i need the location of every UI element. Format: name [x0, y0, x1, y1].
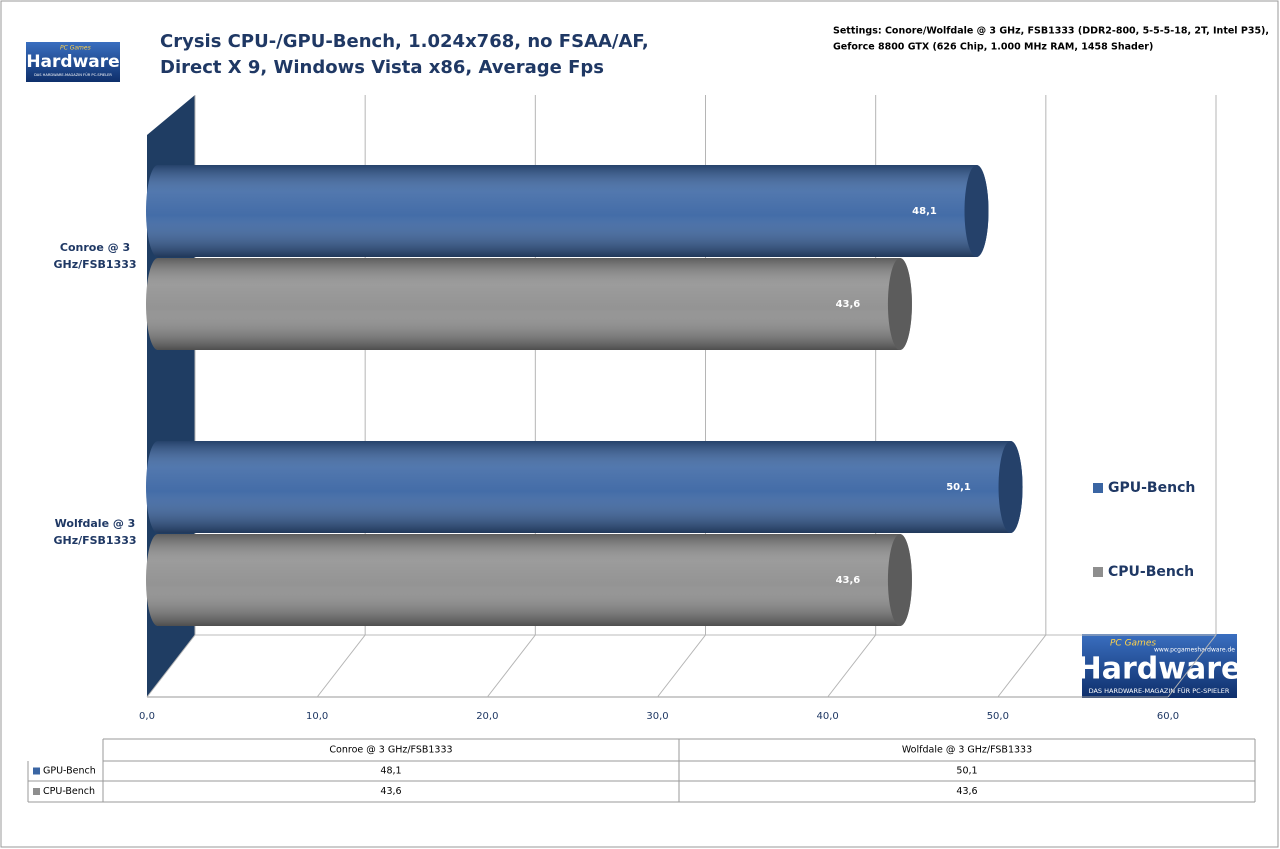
table-header: Wolfdale @ 3 GHz/FSB1333 [902, 745, 1032, 756]
grid-line [657, 634, 706, 698]
logo-bg [1082, 634, 1237, 698]
value-label: 50,1 [946, 482, 971, 493]
legend-swatch [1093, 567, 1103, 577]
logo-name: Hardware [26, 52, 119, 72]
logo-tagline: DAS HARDWARE-MAGAZIN FÜR PC-SPIELER [34, 72, 112, 77]
legend-label: CPU-Bench [1108, 564, 1194, 580]
grid-line [997, 634, 1047, 698]
grid-line [146, 634, 196, 698]
grid-line [486, 634, 536, 698]
table-cell: 50,1 [956, 766, 977, 777]
bar-cap [964, 165, 989, 257]
bar-cap-shade [887, 534, 912, 626]
value-label: 43,6 [836, 575, 861, 586]
value-label: 43,6 [836, 299, 861, 310]
grid-line [827, 634, 877, 698]
logo-bg [26, 42, 120, 82]
bar-cap-shade [964, 165, 989, 257]
x-tick-label: 20,0 [476, 711, 498, 722]
legend-label: GPU-Bench [1108, 480, 1195, 496]
logo-small: PC Games Hardware DAS HARDWARE-MAGAZIN F… [26, 42, 120, 82]
logo-name: Hardware [1077, 652, 1242, 687]
bar-shade [146, 258, 912, 350]
table-cell: 48,1 [380, 766, 401, 777]
bar-cap-shade [887, 258, 912, 350]
logo-tagline: DAS HARDWARE-MAGAZIN FÜR PC-SPIELER [1089, 686, 1230, 695]
bar [146, 258, 912, 350]
table-header: Conroe @ 3 GHz/FSB1333 [329, 745, 452, 756]
x-tick-label: 10,0 [306, 711, 328, 722]
x-tick-label: 30,0 [646, 711, 668, 722]
value-label: 48,1 [912, 206, 937, 217]
bar-shade [146, 441, 1023, 533]
bar-cap [887, 258, 912, 350]
subtitle: Settings: Conore/Wolfdale @ 3 GHz, FSB13… [833, 26, 1269, 37]
chart-title: Crysis CPU-/GPU-Bench, 1.024x768, no FSA… [160, 31, 649, 52]
x-tick-label: 40,0 [817, 711, 839, 722]
logo-brand: PC Games [1110, 639, 1156, 649]
x-tick-label: 0,0 [139, 711, 155, 722]
bar-cap [887, 534, 912, 626]
bar-shade [146, 165, 989, 257]
table-row-label: CPU-Bench [43, 786, 95, 797]
table-cell: 43,6 [380, 786, 401, 797]
bar-cap [998, 441, 1023, 533]
subtitle: Geforce 8800 GTX (626 Chip, 1.000 MHz RA… [833, 42, 1153, 53]
bar-cap-shade [998, 441, 1023, 533]
logo-large: PC Games www.pcgameshardware.de Hardware… [1077, 634, 1242, 698]
logo-url: www.pcgameshardware.de [1154, 647, 1235, 654]
table-row-label: GPU-Bench [43, 766, 96, 777]
chart-title: Direct X 9, Windows Vista x86, Average F… [160, 57, 604, 78]
bar [146, 441, 1023, 533]
x-tick-label: 60,0 [1157, 711, 1179, 722]
bar [146, 534, 912, 626]
logo-brand: PC Games [60, 45, 91, 52]
y-tick-label: Conroe @ 3 GHz/FSB1333 [53, 241, 137, 271]
bar [146, 165, 989, 257]
legend-swatch [1093, 483, 1103, 493]
grid-line [316, 634, 366, 698]
table-cell: 43,6 [956, 786, 977, 797]
grid-line [1167, 634, 1217, 698]
x-tick-label: 50,0 [987, 711, 1009, 722]
y-tick-label: Wolfdale @ 3 GHz/FSB1333 [53, 517, 137, 547]
bar-shade [146, 534, 912, 626]
table-swatch [33, 788, 40, 795]
table-swatch [33, 767, 40, 775]
